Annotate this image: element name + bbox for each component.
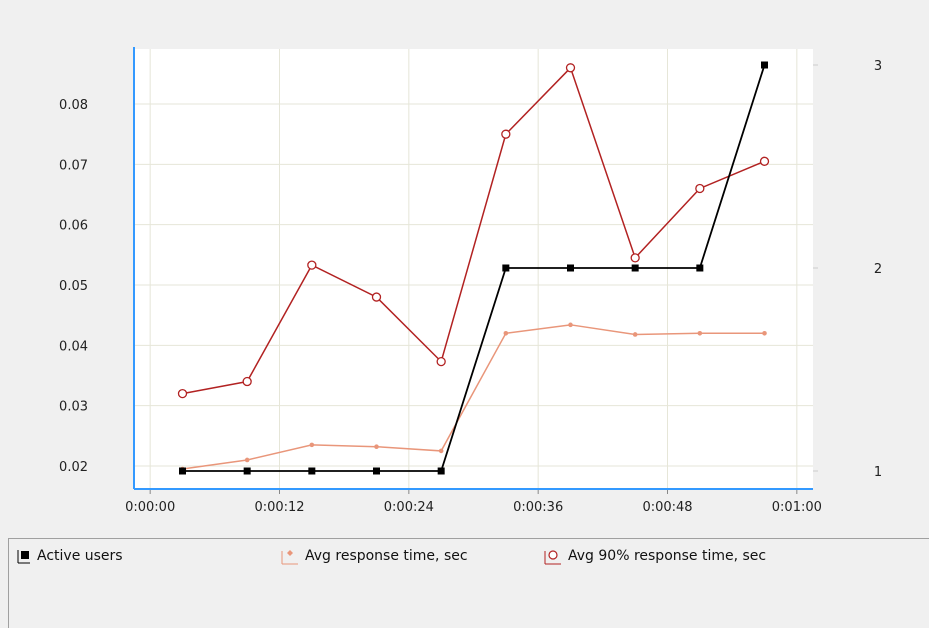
- x-tick-label: 0:00:00: [125, 500, 175, 515]
- data-point-avg-response: [244, 457, 250, 463]
- data-point-avg-90-response: [695, 183, 705, 194]
- data-point-active-users: [567, 264, 574, 272]
- y-left-tick-label: 0.05: [59, 279, 88, 294]
- data-point-avg-response: [762, 330, 767, 336]
- legend-item-avg-90-response-time[interactable]: Avg 90% response time, sec: [544, 545, 766, 567]
- data-point-active-users: [308, 467, 316, 475]
- data-point-active-users: [761, 61, 768, 69]
- x-tick-label: 0:00:36: [513, 500, 563, 515]
- diamond-line-icon: [281, 550, 298, 565]
- circle-line-icon: [544, 550, 561, 565]
- axis-layer: 0:00:00 0:00:12 0:00:24 0:00:36 0:00:48 0:01:…: [59, 47, 882, 515]
- chart-panel: 0:00:00 0:00:12 0:00:24 0:00:36 0:00:48 0:01:…: [8, 6, 921, 522]
- legend-label: Active users: [37, 548, 123, 564]
- data-point-avg-90-response: [371, 292, 382, 302]
- data-point-active-users: [373, 467, 380, 475]
- legend-item-avg-response-time[interactable]: Avg response time, sec: [281, 545, 468, 567]
- y-left-tick-label: 0.06: [59, 219, 88, 234]
- y-left-tick-label: 0.02: [59, 460, 88, 475]
- data-point-active-users: [631, 264, 639, 272]
- series-line-2: [182, 66, 765, 395]
- data-point-active-users: [243, 467, 251, 475]
- data-point-avg-response: [632, 332, 638, 337]
- series-layer: [177, 61, 770, 475]
- y-right-tick-label: 1: [874, 465, 882, 480]
- legend: Active users Avg response time, sec Avg …: [8, 538, 929, 628]
- data-point-avg-90-response: [307, 260, 317, 270]
- series-line-1: [182, 324, 765, 470]
- data-point-active-users: [502, 264, 510, 272]
- x-tick-label: 0:00:12: [254, 500, 304, 515]
- y-right-tick-label: 3: [874, 59, 882, 74]
- data-point-avg-90-response: [242, 376, 252, 387]
- data-point-active-users: [696, 264, 704, 272]
- data-point-avg-90-response: [501, 129, 511, 139]
- data-point-avg-response: [503, 330, 509, 336]
- data-point-avg-90-response: [630, 253, 640, 263]
- data-point-avg-90-response: [436, 356, 446, 367]
- data-point-avg-90-response: [177, 388, 188, 399]
- grid-layer: [134, 49, 813, 489]
- x-tick-label: 0:00:24: [384, 500, 434, 515]
- plot-area: [134, 49, 813, 489]
- data-point-active-users: [437, 467, 445, 475]
- data-point-active-users: [179, 467, 186, 475]
- data-point-avg-response: [309, 442, 315, 448]
- y-left-tick-label: 0.04: [59, 339, 88, 354]
- data-point-avg-90-response: [565, 63, 576, 73]
- x-tick-label: 0:00:48: [642, 500, 692, 515]
- legend-item-active-users[interactable]: Active users: [17, 545, 123, 567]
- x-tick-label: 0:01:00: [772, 500, 822, 515]
- data-point-avg-response: [568, 322, 573, 328]
- legend-label: Avg response time, sec: [305, 548, 468, 564]
- data-point-avg-response: [438, 448, 444, 454]
- line-chart: 0:00:00 0:00:12 0:00:24 0:00:36 0:00:48 0:01:…: [59, 47, 882, 515]
- legend-label: Avg 90% response time, sec: [568, 548, 767, 564]
- filled-square-icon: [17, 550, 30, 564]
- y-left-tick-label: 0.03: [59, 400, 88, 415]
- y-left-tick-label: 0.08: [59, 98, 88, 113]
- series-line-0: [182, 64, 766, 472]
- y-left-tick-label: 0.07: [59, 158, 88, 173]
- data-point-avg-response: [697, 330, 703, 336]
- data-point-avg-response: [374, 444, 379, 449]
- data-point-avg-90-response: [759, 156, 770, 166]
- y-right-tick-label: 2: [874, 262, 882, 277]
